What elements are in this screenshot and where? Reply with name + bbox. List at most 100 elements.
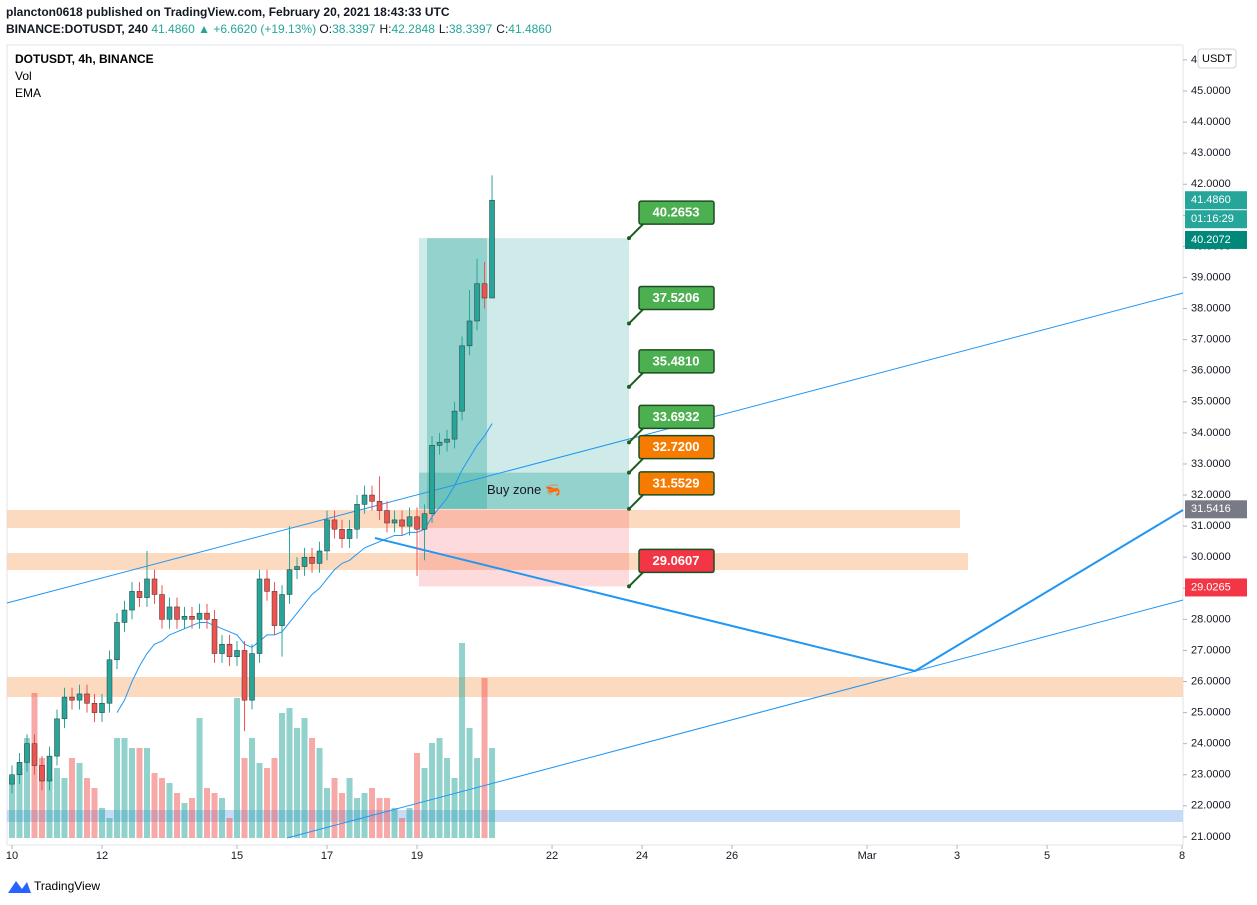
y-tick-label: 37.0000 [1191,334,1231,346]
countdown-box [1185,210,1247,229]
candle-body [391,519,398,524]
candle-body [219,643,225,654]
profit-area [419,238,629,509]
volume-bar [241,758,248,838]
volume-bar [114,738,121,838]
x-tick-label: 15 [231,850,243,862]
volume-bar [466,728,473,838]
target-point [627,584,631,589]
candle-body [309,556,315,564]
y-tick-label: 24.0000 [1191,738,1231,750]
candle-body [376,501,383,511]
x-tick-label: 3 [954,850,960,862]
volume-bar [129,748,136,838]
volume-bar [53,768,60,838]
candle-body [414,516,420,530]
price-label: 41.4860 [1191,194,1231,206]
volume-bar [309,738,316,838]
target-point [627,440,631,445]
loss-area [419,508,629,587]
currency: USDT [1202,53,1232,65]
candle-body [436,441,443,446]
sr-zone [7,510,960,528]
candle-body [474,283,480,322]
volume-bar [451,778,458,838]
candle-body [384,510,390,524]
target-label: 31.5529 [653,475,700,490]
target-label: 37.5206 [653,290,700,305]
buy-zone [419,472,629,509]
y-tick-label: 33.0000 [1191,458,1231,470]
x-tick-label: 17 [321,850,333,862]
y-tick-label: 21.0000 [1191,831,1231,843]
x-tick-label: 12 [96,850,108,862]
x-tick-label: 24 [636,850,648,862]
volume-bar [399,818,406,838]
volume-bar [316,748,323,838]
volume-bar [481,678,488,838]
volume-bar [271,758,278,838]
candle-body [406,516,413,527]
volume-bar [204,788,211,838]
candle-body [181,616,188,620]
candle-body [166,606,173,620]
candle-body [61,696,68,720]
volume-bar [264,768,271,838]
candle-body [316,550,323,564]
candle-body [279,594,285,626]
target-point [627,384,631,389]
logo-icon [8,881,31,893]
y-tick-label: 22.0000 [1191,800,1231,812]
y-tick-label: 34.0000 [1191,427,1231,439]
y-tick-label: 27.0000 [1191,644,1231,656]
y-tick-label: 44.0000 [1191,116,1231,128]
volume-bar [196,718,203,838]
logo: TradingView [8,879,100,893]
volume-bar [414,753,421,838]
candle-body [99,703,105,713]
symbol: BINANCE:DOTUSDT, 240 [6,22,149,36]
volume-bar [181,803,188,838]
candle-body [481,283,488,299]
volume-bar [166,783,173,838]
candle-body [129,591,135,611]
x-tick-label: 10 [6,850,18,862]
volume-bar [68,758,75,838]
target-box [638,434,715,460]
projection-line [374,509,1184,673]
candle-body [324,519,330,552]
volume-bar [211,793,218,838]
y-tick-label: 38.0000 [1191,302,1231,314]
target-point [627,236,631,241]
ohlc-label: H: [379,22,392,36]
candle-body [16,762,23,776]
candle-body [354,504,360,530]
y-tick-label: 32.0000 [1191,489,1231,501]
sr-zone [7,553,968,570]
legend-vol: Vol [15,69,32,83]
currency-box[interactable] [1197,48,1237,69]
volume-bar [294,728,301,838]
sr-zone [7,677,1183,697]
candle-body [466,320,473,347]
y-tick-label: 45.0000 [1191,85,1231,97]
candle-body [91,703,98,713]
target-box [638,404,715,430]
buy-zone-label: Buy zone 🦐 [487,482,561,497]
y-tick-label: 26.0000 [1191,675,1231,687]
x-tick-label: 22 [546,850,558,862]
y-tick-label: 35.0000 [1191,396,1231,408]
volume-bar [144,748,151,838]
target-box [638,349,715,374]
volume-bar [8,778,15,838]
candle-body [249,653,255,701]
candle-body [489,199,495,299]
x-tick-label: 5 [1044,850,1050,862]
price-label: 29.0265 [1191,581,1231,593]
volume-bar [301,718,308,838]
price-label: 31.5416 [1191,503,1231,515]
candle-body [211,619,218,654]
candle-body [159,594,165,620]
target-box [638,200,715,225]
